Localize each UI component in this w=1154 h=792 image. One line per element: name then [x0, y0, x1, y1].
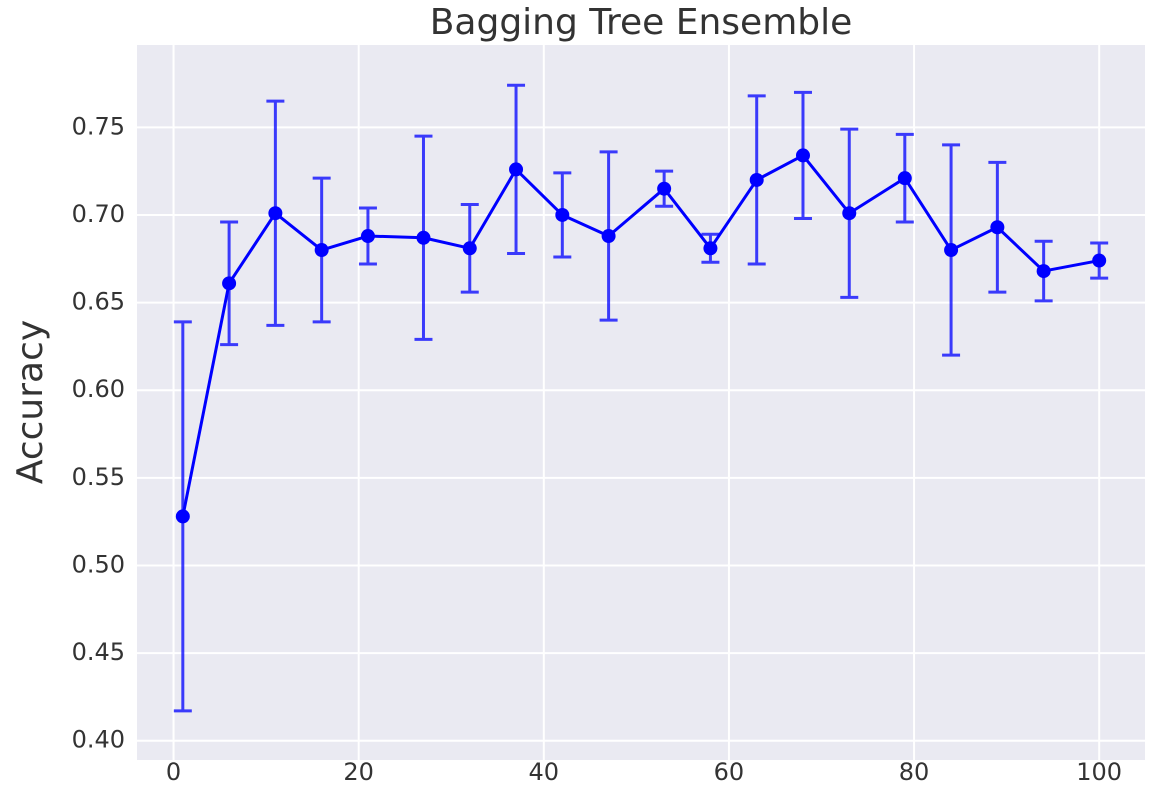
line: [181, 153, 1100, 517]
x-tick-label: 0: [166, 758, 181, 786]
point: [749, 172, 764, 187]
point: [360, 229, 375, 244]
point: [944, 243, 959, 258]
y-tick-label: 0.55: [72, 463, 125, 491]
point: [842, 206, 857, 221]
point: [990, 220, 1005, 235]
y-axis-label: Accuracy: [10, 320, 51, 484]
y-tick-label: 0.75: [72, 112, 125, 140]
y-tick-label: 0.65: [72, 288, 125, 316]
point: [703, 241, 718, 256]
chart-title: Bagging Tree Ensemble: [430, 2, 853, 43]
y-tick-label: 0.60: [72, 375, 125, 403]
point: [897, 171, 912, 186]
y-tick-label: 0.70: [72, 200, 125, 228]
point: [1092, 253, 1107, 268]
x-tick-label: 40: [529, 758, 560, 786]
point: [601, 229, 616, 244]
point: [175, 509, 190, 524]
x-tick-label: 100: [1076, 758, 1122, 786]
point: [314, 243, 329, 258]
point: [795, 148, 810, 163]
point: [509, 162, 524, 177]
point: [268, 206, 283, 221]
x-tick-label: 60: [714, 758, 745, 786]
point: [555, 207, 570, 222]
y-tick-label: 0.50: [72, 550, 125, 578]
x-tick-label: 80: [899, 758, 930, 786]
point: [222, 276, 237, 291]
x-tick-label: 20: [343, 758, 374, 786]
point: [416, 230, 431, 245]
point: [1036, 264, 1051, 279]
y-tick-label: 0.45: [72, 638, 125, 666]
point: [462, 241, 477, 256]
y-tick-label: 0.40: [72, 726, 125, 754]
plot-area: [137, 45, 1145, 760]
point: [657, 181, 672, 196]
